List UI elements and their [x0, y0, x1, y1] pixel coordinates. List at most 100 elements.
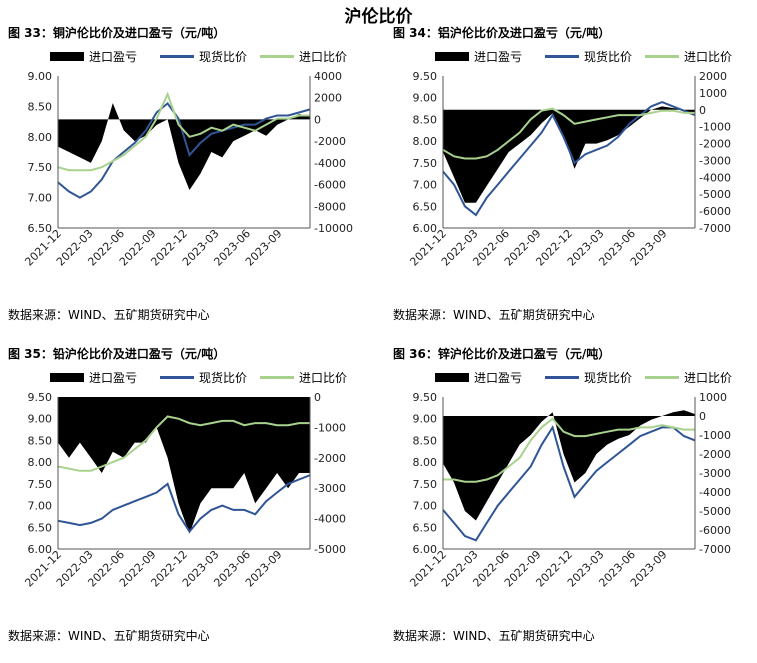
- y-left-tick-label: 9.00: [413, 92, 438, 105]
- legend-label: 进口比价: [684, 50, 733, 64]
- y-right-tick-label: -2000: [699, 448, 731, 461]
- y-left-tick-label: 7.00: [28, 500, 53, 513]
- y-left-tick-label: 8.00: [413, 135, 438, 148]
- legend-label: 进口比价: [299, 371, 348, 385]
- chart-canvas: 6.00 6.50 7.00 7.50 8.00 8.50 9.00 9.50 -7000 -60…: [407, 70, 731, 269]
- y-left-tick-label: 6.50: [28, 222, 53, 235]
- data-source: 数据来源：WIND、五矿期货研究中心: [8, 308, 210, 322]
- import-ratio-line: [442, 107, 695, 160]
- y-right-tick-label: -5000: [699, 188, 731, 201]
- legend-label: 进口比价: [299, 50, 348, 64]
- legend-label: 现货比价: [584, 50, 633, 64]
- y-right-tick-label: -6000: [699, 205, 731, 218]
- y-right-tick-label: 0: [314, 391, 321, 404]
- y-left-tick-label: 9.00: [28, 70, 53, 83]
- y-left-tick-label: 7.50: [413, 478, 438, 491]
- data-source: 数据来源：WIND、五矿期货研究中心: [393, 308, 595, 322]
- y-left-tick-label: 8.50: [413, 113, 438, 126]
- y-left-tick-label: 8.00: [413, 456, 438, 469]
- legend: 进口盈亏 现货比价 进口比价: [425, 48, 755, 64]
- y-right-tick-label: -1000: [699, 429, 731, 442]
- y-right-tick-label: -2000: [314, 452, 346, 465]
- y-left-tick-label: 6.00: [28, 543, 53, 556]
- legend-swatch-profit: [50, 373, 84, 382]
- legend-swatch-import: [260, 55, 294, 58]
- y-right-tick-label: 0: [699, 104, 706, 117]
- y-left-tick-label: 8.50: [28, 100, 53, 113]
- chart-panel-aluminum: 图 34：铝沪伦比价及进口盈亏（元/吨） 进口盈亏 现货比价 进口比价 6.00…: [385, 24, 755, 342]
- y-right-tick-label: -3000: [699, 467, 731, 480]
- y-left-tick-label: 6.50: [413, 200, 438, 213]
- legend: 进口盈亏 现货比价 进口比价: [40, 48, 370, 64]
- data-source: 数据来源：WIND、五矿期货研究中心: [8, 629, 210, 643]
- import-ratio-line: [443, 417, 695, 483]
- page-title: 沪伦比价: [344, 7, 413, 27]
- spot-ratio-line: [57, 101, 311, 199]
- y-right-tick-label: 2000: [314, 92, 342, 105]
- figure-title: 图 34：铝沪伦比价及进口盈亏（元/吨）: [393, 26, 611, 40]
- y-right-tick-label: -2000: [314, 135, 346, 148]
- import-ratio-line: [57, 415, 310, 472]
- y-left-tick-label: 7.00: [28, 192, 53, 205]
- spot-ratio-line: [442, 424, 696, 542]
- y-right-tick-label: -7000: [699, 222, 731, 235]
- y-right-tick-label: 1000: [699, 87, 727, 100]
- legend-swatch-import: [645, 376, 679, 379]
- y-left-tick-label: 6.50: [413, 521, 438, 534]
- y-left-tick-label: 9.50: [413, 391, 438, 404]
- y-left-tick-label: 7.00: [413, 500, 438, 513]
- profit-area: [443, 410, 695, 521]
- legend-swatch-import: [645, 55, 679, 58]
- data-source: 数据来源：WIND、五矿期货研究中心: [393, 629, 595, 643]
- legend-swatch-spot: [545, 55, 579, 58]
- legend-label: 现货比价: [199, 371, 248, 385]
- y-left-tick-label: 7.00: [413, 179, 438, 192]
- legend-swatch-spot: [160, 55, 194, 58]
- chart-canvas: 6.00 6.50 7.00 7.50 8.00 8.50 9.00 9.50 -5000 -40…: [22, 391, 346, 590]
- y-right-tick-label: 0: [699, 410, 706, 423]
- legend-item-profit: 进口盈亏: [435, 369, 522, 386]
- legend-item-spot: 现货比价: [545, 369, 632, 386]
- y-right-tick-label: -5000: [314, 543, 346, 556]
- spot-ratio-line: [57, 474, 311, 534]
- y-right-tick-label: -4000: [699, 171, 731, 184]
- y-right-tick-label: -4000: [699, 486, 731, 499]
- profit-area: [443, 106, 695, 203]
- y-right-tick-label: -10000: [314, 222, 353, 235]
- legend-swatch-spot: [545, 376, 579, 379]
- y-left-tick-label: 9.00: [28, 413, 53, 426]
- chart-panel-lead: 图 35：铅沪伦比价及进口盈亏（元/吨） 进口盈亏 现货比价 进口比价 6.00…: [0, 345, 370, 663]
- legend-item-profit: 进口盈亏: [50, 369, 137, 386]
- y-left-tick-label: 9.50: [28, 391, 53, 404]
- legend: 进口盈亏 现货比价 进口比价: [40, 369, 370, 385]
- figure-title: 图 36：锌沪伦比价及进口盈亏（元/吨）: [393, 347, 611, 361]
- legend-swatch-profit: [435, 52, 469, 61]
- y-left-tick-label: 6.50: [28, 521, 53, 534]
- legend-item-profit: 进口盈亏: [435, 48, 522, 65]
- legend-item-spot: 现货比价: [545, 48, 632, 65]
- legend-item-spot: 现货比价: [160, 48, 247, 65]
- legend-item-import: 进口比价: [645, 369, 732, 386]
- figure-title: 图 35：铅沪伦比价及进口盈亏（元/吨）: [8, 347, 226, 361]
- legend-swatch-spot: [160, 376, 194, 379]
- y-right-tick-label: -6000: [314, 179, 346, 192]
- legend-label: 现货比价: [584, 371, 633, 385]
- legend-item-import: 进口比价: [260, 369, 347, 386]
- y-right-tick-label: -3000: [314, 482, 346, 495]
- legend-label: 进口盈亏: [89, 50, 138, 64]
- legend-swatch-profit: [50, 52, 84, 61]
- y-right-tick-label: -4000: [314, 513, 346, 526]
- y-left-tick-label: 7.50: [413, 157, 438, 170]
- y-right-tick-label: 0: [314, 113, 321, 126]
- y-left-tick-label: 6.00: [413, 222, 438, 235]
- legend-label: 进口盈亏: [474, 50, 523, 64]
- y-right-tick-label: -1000: [314, 421, 346, 434]
- profit-area: [58, 397, 310, 534]
- y-right-tick-label: -5000: [699, 505, 731, 518]
- y-right-tick-label: -6000: [699, 524, 731, 537]
- chart-panel-copper: 图 33：铜沪伦比价及进口盈亏（元/吨） 进口盈亏 现货比价 进口比价 6.50…: [0, 24, 370, 342]
- y-left-tick-label: 7.50: [28, 161, 53, 174]
- legend-label: 进口比价: [684, 371, 733, 385]
- y-left-tick-label: 7.50: [28, 478, 53, 491]
- legend-item-spot: 现货比价: [160, 369, 247, 386]
